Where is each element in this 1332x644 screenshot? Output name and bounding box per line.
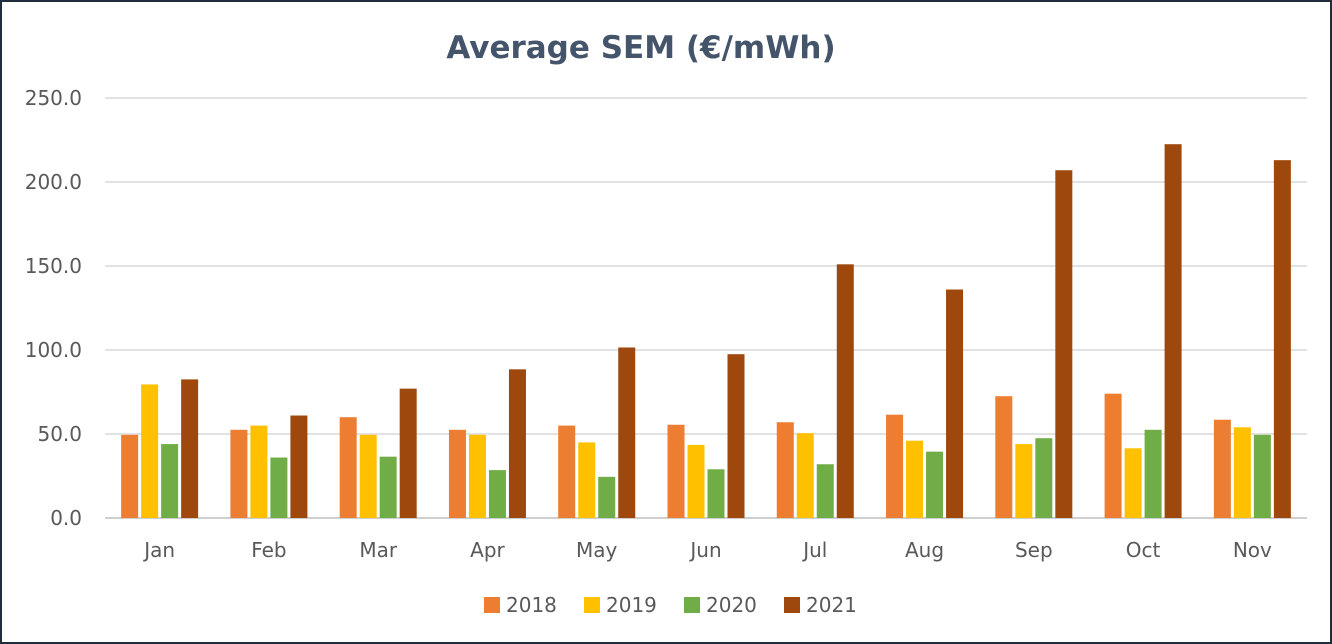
bar-2018-nov xyxy=(1213,419,1231,518)
y-tick-label: 50.0 xyxy=(37,422,82,446)
x-tick-label: Jun xyxy=(688,538,721,562)
bar-2018-jun xyxy=(667,424,685,518)
legend-label: 2020 xyxy=(706,593,757,617)
bar-2021-aug xyxy=(946,289,964,518)
bar-2019-nov xyxy=(1233,427,1251,518)
legend-swatch-2020 xyxy=(684,597,700,613)
y-axis-ticks: 0.0 50.0 100.0 150.0 200.0 250.0 xyxy=(25,86,82,530)
bar-2019-aug xyxy=(906,440,924,518)
bar-2018-feb xyxy=(230,429,248,518)
bar-2018-may xyxy=(558,425,576,518)
bar-2021-mar xyxy=(399,388,417,518)
bar-2021-jul xyxy=(836,264,854,518)
bar-2021-jan xyxy=(181,379,199,518)
legend-swatch-2021 xyxy=(784,597,800,613)
bar-2021-sep xyxy=(1055,170,1073,519)
legend-label: 2018 xyxy=(506,593,557,617)
x-tick-label: Apr xyxy=(470,538,505,562)
y-tick-label: 150.0 xyxy=(25,254,82,278)
bar-2020-oct xyxy=(1144,429,1162,518)
y-tick-label: 250.0 xyxy=(25,86,82,110)
bar-2019-jan xyxy=(141,384,159,518)
bars xyxy=(121,144,1291,519)
bar-2020-jul xyxy=(816,464,834,518)
x-tick-label: Jul xyxy=(801,538,827,562)
x-tick-label: Jan xyxy=(142,538,175,562)
y-tick-label: 100.0 xyxy=(25,338,82,362)
x-tick-label: Mar xyxy=(359,538,398,562)
bar-2018-mar xyxy=(339,417,357,518)
chart-title: Average SEM (€/mWh) xyxy=(446,30,835,66)
bar-2018-jul xyxy=(776,422,794,518)
bar-2020-sep xyxy=(1035,438,1053,518)
legend-swatch-2018 xyxy=(484,597,500,613)
bar-2021-feb xyxy=(290,415,308,518)
legend-swatch-2019 xyxy=(584,597,600,613)
x-axis-ticks: Jan Feb Mar Apr May Jun Jul Aug Sep Oct Nov xyxy=(142,538,1272,562)
bar-2020-mar xyxy=(379,456,397,518)
legend: 2018 2019 2020 2021 xyxy=(484,593,857,617)
bar-2020-jan xyxy=(161,444,179,518)
bar-2019-apr xyxy=(468,434,486,518)
bar-2019-feb xyxy=(250,425,268,518)
x-tick-label: May xyxy=(576,538,618,562)
bar-2021-jun xyxy=(727,354,745,518)
bar-2018-apr xyxy=(448,429,466,518)
bar-2019-mar xyxy=(359,434,377,518)
bar-2020-aug xyxy=(926,451,944,518)
bar-2019-oct xyxy=(1124,448,1142,518)
bar-2020-nov xyxy=(1253,434,1271,518)
bar-2020-may xyxy=(598,476,616,518)
bar-2019-may xyxy=(578,442,596,518)
y-tick-label: 0.0 xyxy=(50,506,82,530)
bar-2018-jan xyxy=(121,434,139,518)
y-tick-label: 200.0 xyxy=(25,170,82,194)
bar-2018-oct xyxy=(1104,393,1122,518)
bar-2019-jul xyxy=(796,433,814,518)
bar-2019-sep xyxy=(1015,444,1033,518)
legend-label: 2021 xyxy=(806,593,857,617)
bar-2021-nov xyxy=(1273,160,1291,518)
x-tick-label: Nov xyxy=(1233,538,1272,562)
x-tick-label: Feb xyxy=(251,538,286,562)
x-tick-label: Oct xyxy=(1126,538,1161,562)
legend-label: 2019 xyxy=(606,593,657,617)
bar-2020-apr xyxy=(488,470,506,518)
bar-2021-apr xyxy=(508,369,526,518)
bar-2020-jun xyxy=(707,469,725,518)
x-tick-label: Sep xyxy=(1015,538,1053,562)
bar-2019-jun xyxy=(687,444,705,518)
bar-2018-aug xyxy=(886,414,904,518)
bar-2020-feb xyxy=(270,457,288,518)
bar-2021-oct xyxy=(1164,144,1182,518)
bar-2021-may xyxy=(618,347,636,518)
bar-2018-sep xyxy=(995,396,1013,518)
x-tick-label: Aug xyxy=(905,538,944,562)
